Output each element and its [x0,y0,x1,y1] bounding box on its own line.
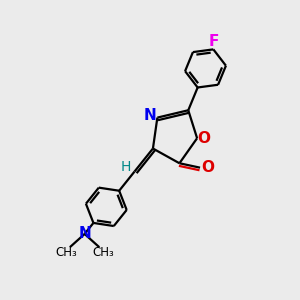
Text: O: O [197,131,210,146]
Text: F: F [208,34,218,49]
Text: N: N [78,226,91,242]
Text: CH₃: CH₃ [56,246,77,259]
Text: CH₃: CH₃ [92,246,114,259]
Text: H: H [121,160,131,174]
Text: N: N [144,108,156,123]
Text: O: O [201,160,214,175]
